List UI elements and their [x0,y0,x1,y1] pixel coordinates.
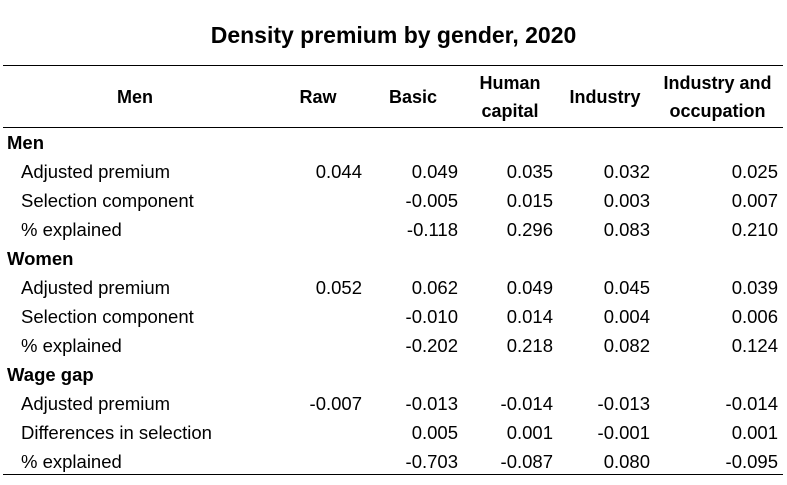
header-rule [3,127,783,128]
table-cell: -0.005 [405,190,458,211]
table-cell: -0.087 [500,451,553,472]
group-header-row: Women [0,244,787,273]
table-cell: 0.045 [603,277,650,298]
table-cell: 0.005 [411,422,458,443]
table-row: % explained -0.202 0.218 0.082 0.124 [0,331,787,360]
table-row: Adjusted premium 0.044 0.049 0.035 0.032 0.02… [0,157,787,186]
table-cell: -0.010 [405,306,458,327]
table-cell: -0.007 [309,393,362,414]
column-header-line: occupation [669,101,766,121]
table-cell: 0.049 [506,277,553,298]
row-label: % explained [21,451,122,472]
table-cell: -0.095 [725,451,778,472]
table-cell: 0.083 [603,219,650,240]
table-cell: -0.118 [406,219,458,240]
table-cell: 0.062 [411,277,458,298]
table-cell: 0.004 [603,306,650,327]
table-body: Men Adjusted premium 0.044 0.049 0.035 0.032 0… [0,128,787,476]
row-label: % explained [21,219,122,240]
table-cell: 0.049 [411,161,458,182]
bottom-rule [3,474,783,475]
table-row: % explained -0.118 0.296 0.083 0.210 [0,215,787,244]
group-label: Wage gap [7,364,94,385]
table-cell: -0.703 [405,451,458,472]
column-header-industry: Industry [569,87,641,107]
row-label: Adjusted premium [21,393,171,414]
top-rule [3,65,783,66]
table-cell: 0.007 [731,190,778,211]
column-header-industry-and-occupation: Industry and occupation [650,67,785,127]
table-cell: 0.035 [506,161,553,182]
row-label: Adjusted premium [21,161,171,182]
table-cell: 0.044 [315,161,362,182]
table-cell: 0.296 [506,219,553,240]
group-header-row: Wage gap [0,360,787,389]
table-cell: -0.013 [597,393,650,414]
table-cell: 0.032 [603,161,650,182]
table-cell: 0.001 [731,422,778,443]
table-cell: 0.218 [506,335,553,356]
table-title: Density premium by gender, 2020 [210,22,577,48]
table-cell: 0.080 [603,451,650,472]
table-cell: 0.210 [731,219,778,240]
table-row: Selection component -0.005 0.015 0.003 0.007 [0,186,787,215]
column-header-line: Human [479,73,541,93]
table-cell: 0.082 [603,335,650,356]
table-cell: 0.039 [731,277,778,298]
table-cell: 0.015 [506,190,553,211]
table-header: Men Raw Basic Human capital Industry Indu… [0,67,787,127]
row-label: Adjusted premium [21,277,171,298]
row-label: Selection component [21,190,194,211]
table-cell: -0.014 [500,393,553,414]
table-row: Selection component -0.010 0.014 0.004 0.006 [0,302,787,331]
group-label: Women [7,248,74,269]
table-cell: 0.124 [731,335,778,356]
table-cell: 0.025 [731,161,778,182]
table-cell: -0.001 [597,422,650,443]
group-label: Men [7,132,44,153]
table-cell: -0.202 [405,335,458,356]
row-label: Differences in selection [21,422,212,443]
row-label: Selection component [21,306,194,327]
table-row: Adjusted premium -0.007 -0.013 -0.014 -0.013… [0,389,787,418]
column-header-line: capital [481,101,539,121]
table-row: Differences in selection 0.005 0.001 -0.001… [0,418,787,447]
table-cell: 0.014 [506,306,553,327]
table-cell: 0.001 [506,422,553,443]
column-header-raw: Raw [299,87,337,107]
group-header-row: Men [0,128,787,157]
table-cell: 0.006 [731,306,778,327]
column-header-row-label: Men [117,87,153,107]
table-row: % explained -0.703 -0.087 0.080 -0.095 [0,447,787,476]
row-label: % explained [21,335,122,356]
table-row: Adjusted premium 0.052 0.062 0.049 0.045 0.03… [0,273,787,302]
table-cell: -0.013 [405,393,458,414]
table-cell: -0.014 [725,393,778,414]
column-header-basic: Basic [388,87,438,107]
table-cell: 0.052 [315,277,362,298]
table-cell: 0.003 [603,190,650,211]
column-header-line: Industry and [663,73,772,93]
column-header-human-capital: Human capital [470,67,550,127]
